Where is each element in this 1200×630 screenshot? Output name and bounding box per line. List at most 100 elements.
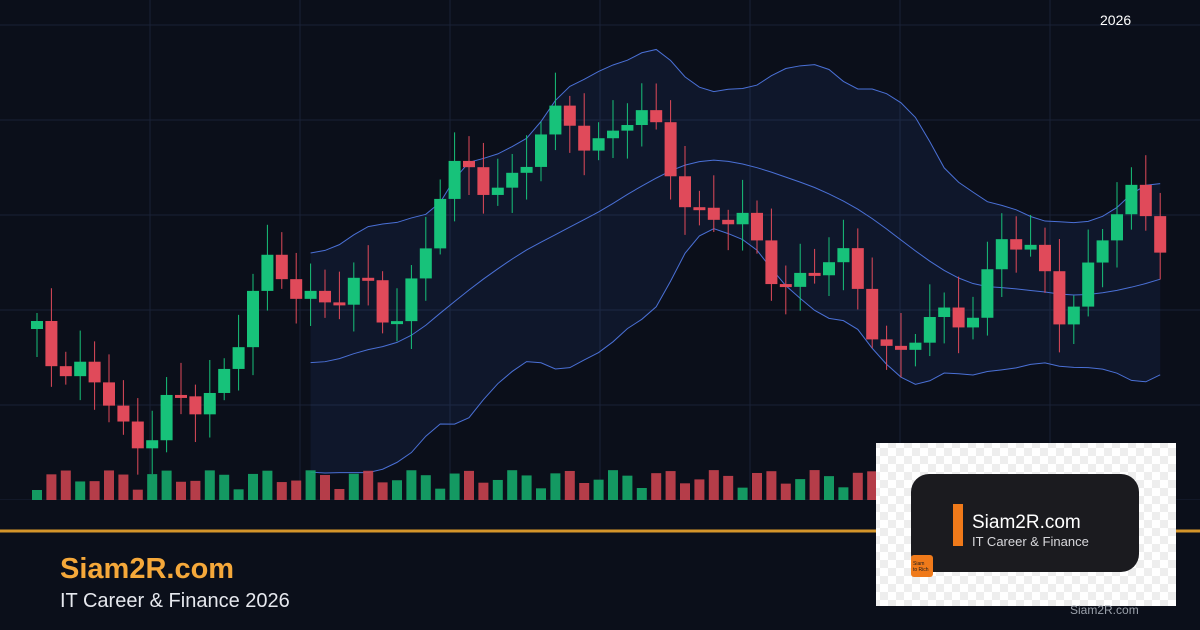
candle-body [851,248,864,289]
logo-subtitle: IT Career & Finance [972,534,1089,549]
volume-bar [464,470,474,500]
candle-body [520,166,533,173]
candle-body [679,176,691,208]
candle-body [160,394,173,441]
volume-bar [579,483,590,500]
candle-body [175,394,187,398]
candle-body [304,290,317,299]
candle-body [765,240,778,285]
volume-bar [838,487,849,500]
candle-body [664,122,677,177]
candle-body [535,134,547,167]
volume-bar [104,470,114,500]
candle-body [117,405,130,422]
candle-body [405,278,418,322]
candle-body [218,368,231,393]
volume-bar [233,489,244,500]
volume-bar [852,472,863,500]
volume-bar [809,470,820,500]
candle-body [592,138,605,151]
candle-body [1111,214,1123,241]
volume-bar [521,475,532,500]
candle-body [434,198,447,249]
candle-body [290,279,303,299]
candle-body [837,248,850,263]
candle-body [563,105,576,126]
candle-body [347,277,360,305]
volume-bar [622,475,633,500]
candle-body [549,105,562,135]
candle-body [463,160,475,168]
volume-bar [276,482,287,500]
band-area [310,49,1161,473]
volume-bar [420,475,431,500]
candle-body [203,392,216,415]
candle-body [823,262,835,276]
volume-bar [334,488,345,500]
candle-body [751,212,763,241]
volume-bar [305,470,316,500]
candle-body [635,110,648,126]
candle-body [232,347,245,369]
candle-body [938,307,951,318]
volume-bar [867,471,878,500]
candle-body [650,110,663,123]
volume-bar [46,474,57,500]
candle-body [261,254,274,291]
volume-bar [161,470,172,500]
candle-body [621,125,634,131]
candle-body [189,396,202,415]
candle-body [391,321,403,325]
candle-body [88,361,101,383]
candle-body [1139,184,1152,217]
logo-badge [911,555,933,577]
volume-bar [406,470,417,500]
volume-bar [435,488,446,500]
candle-body [693,207,706,211]
candle-body [880,339,893,346]
candle-body [779,284,792,288]
volume-bar [651,473,662,500]
candle-body [376,280,389,323]
candle-body [45,321,58,367]
volume-bar [536,488,546,500]
brand-title: Siam2R.com [60,553,234,585]
candle-body [419,248,432,279]
candle-body [74,361,87,377]
candle-body [736,212,749,225]
candle-body [1039,244,1051,272]
candle-body [1096,240,1109,263]
volume-bar [320,474,330,500]
candle-body [995,239,1008,270]
volume-bar [680,483,690,500]
candle-body [31,321,43,330]
volume-bar [824,476,834,500]
volume-bar [795,479,806,500]
volume-bar [636,487,647,500]
volume-bar [204,470,215,500]
candle-body [722,219,735,225]
volume-bar [291,480,302,500]
candle-body [146,440,159,449]
volume-bar [478,482,489,500]
candle-body [506,172,519,188]
volume-bar [363,470,374,500]
logo-card [911,474,1139,572]
volume-bar [550,473,561,500]
volume-bar [766,471,777,500]
watermark: Siam2R.com [1070,603,1139,617]
volume-bar [248,473,258,500]
volume-bar [219,474,230,500]
candle-body [1010,239,1023,250]
logo-title: Siam2R.com [972,512,1081,533]
candle-body [362,277,375,281]
volume-bar [392,480,402,500]
candle-body [866,288,879,340]
volume-bar [608,470,618,500]
candle-body [59,366,72,377]
volume-bar [694,479,705,500]
candle-body [923,317,936,343]
volume-bar [449,473,460,500]
candle-body [909,342,922,350]
volume-bar [564,470,575,500]
